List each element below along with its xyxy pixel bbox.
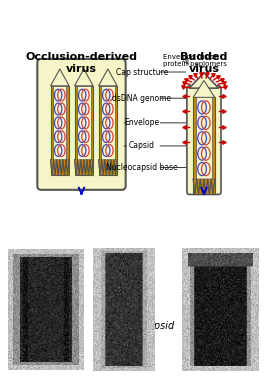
Polygon shape bbox=[99, 69, 117, 86]
Text: Cap structure: Cap structure bbox=[116, 68, 168, 76]
Bar bbox=[74, 86, 93, 175]
Bar bbox=[193, 97, 215, 194]
Polygon shape bbox=[193, 81, 215, 97]
Text: Envelope fusion
protein peplomers: Envelope fusion protein peplomers bbox=[163, 53, 227, 66]
Text: Occlusion-derived
virus: Occlusion-derived virus bbox=[25, 52, 137, 74]
FancyBboxPatch shape bbox=[37, 59, 126, 190]
Bar bbox=[77, 86, 90, 160]
Bar bbox=[196, 97, 212, 179]
Polygon shape bbox=[50, 160, 69, 175]
Text: Budded
virus: Budded virus bbox=[180, 52, 228, 74]
FancyBboxPatch shape bbox=[187, 86, 221, 194]
Bar bbox=[99, 86, 117, 175]
Polygon shape bbox=[74, 160, 93, 175]
Polygon shape bbox=[193, 179, 215, 194]
Bar bbox=[101, 86, 115, 160]
Bar bbox=[50, 86, 69, 175]
Text: Capsid: Capsid bbox=[129, 141, 155, 151]
Bar bbox=[53, 86, 66, 160]
Text: Envelope: Envelope bbox=[124, 118, 160, 127]
Text: dsDNA genome: dsDNA genome bbox=[112, 94, 172, 103]
Text: Nucleocapsid base: Nucleocapsid base bbox=[106, 163, 178, 172]
Polygon shape bbox=[50, 69, 69, 86]
Text: Nucleocapsid: Nucleocapsid bbox=[109, 321, 174, 331]
Polygon shape bbox=[189, 73, 219, 88]
Polygon shape bbox=[99, 160, 117, 175]
Polygon shape bbox=[74, 69, 93, 86]
